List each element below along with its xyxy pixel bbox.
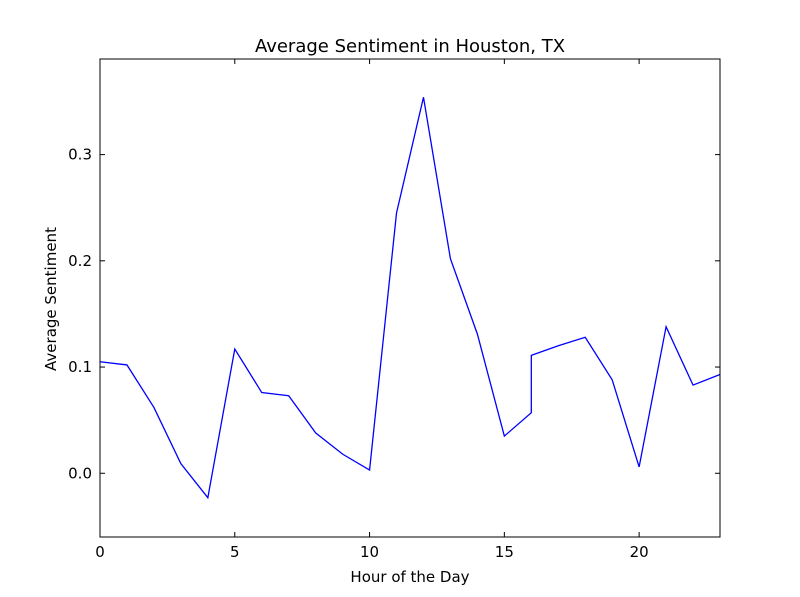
x-tick-label: 20 [630, 543, 649, 561]
y-tick-label: 0.3 [68, 146, 92, 164]
x-tick-label: 0 [95, 543, 105, 561]
x-tick-label: 5 [230, 543, 240, 561]
x-axis: 0 5 10 15 20 [95, 59, 649, 561]
y-axis: 0.0 0.1 0.2 0.3 [68, 146, 720, 482]
y-tick-label: 0.2 [68, 252, 92, 270]
chart-title: Average Sentiment in Houston, TX [255, 36, 565, 57]
y-tick-label: 0.1 [68, 358, 92, 376]
x-tick-label: 10 [360, 543, 379, 561]
plot-frame [99, 58, 721, 538]
y-tick-label: 0.0 [68, 464, 92, 482]
x-tick-label: 15 [495, 543, 514, 561]
series-line-0 [99, 97, 721, 500]
y-axis-label: Average Sentiment [42, 227, 60, 371]
x-axis-label: Hour of the Day [350, 568, 469, 586]
plot-area [99, 58, 721, 538]
